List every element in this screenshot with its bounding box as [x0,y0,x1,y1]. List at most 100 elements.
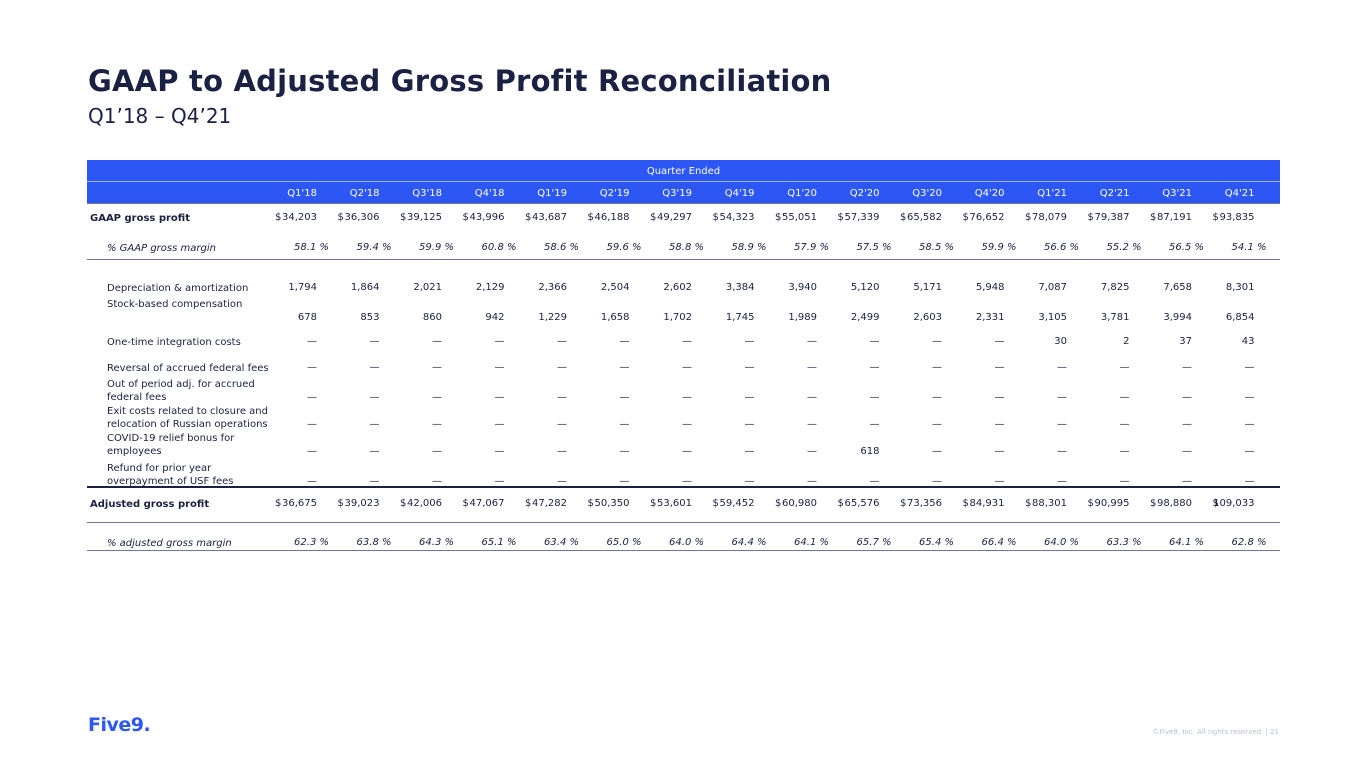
table-cell: 109,033 [1213,498,1255,509]
table-cell: — [994,392,1005,403]
table-cell: 1,658 [600,312,630,323]
table-cell: 36,306 [344,212,380,223]
table-cell: — [619,446,630,457]
table-cell: — [682,446,692,457]
table-cell: 942 [485,312,505,323]
table-cell: — [557,362,567,373]
table-cell: 7,658 [1163,282,1192,293]
table-cell: 98,880 [1157,498,1192,509]
table-cell: — [744,336,755,347]
table-cell: — [932,362,942,373]
table-header-divider [87,181,1280,182]
dollar-sign: $ [1212,212,1219,223]
table-cell: 55.2 % [1106,242,1142,253]
dollar-sign: $ [1087,212,1094,223]
table-cell: — [1119,476,1130,487]
table-cell: 1,989 [788,312,817,323]
table-cell: 78,079 [1032,212,1067,223]
table-cell: 60.8 % [481,242,517,253]
table-separator [87,486,1280,488]
dollar-sign: $ [1025,498,1032,509]
table-cell: 5,948 [975,282,1005,293]
dollar-sign: $ [712,212,719,223]
table-cell: — [432,392,442,403]
table-cell: — [557,392,567,403]
row-label: Adjusted gross profit [90,499,210,510]
table-cell: — [1119,362,1130,373]
table-cell: 39,023 [344,498,380,509]
table-cell: — [932,419,942,430]
dollar-sign: $ [1212,498,1219,509]
table-cell: — [807,362,817,373]
table-cell: 62.8 % [1231,537,1267,548]
table-cell: 1,702 [663,312,692,323]
table-cell: — [994,419,1005,430]
dollar-sign: $ [900,212,907,223]
table-cell: 64.1 % [1169,537,1204,548]
table-cell: 65,582 [907,212,942,223]
table-cell: 58.6 % [544,242,579,253]
table-separator [87,259,1280,260]
row-label: % adjusted gross margin [107,538,232,549]
quarter-header: Q1'18 [287,188,317,199]
table-cell: — [994,446,1005,457]
table-cell: — [307,392,317,403]
table-cell: — [682,476,692,487]
table-cell: 58.5 % [919,242,954,253]
table-cell: 55,051 [782,212,817,223]
table-cell: — [307,446,317,457]
row-label: Out of period adj. for accrued federal f… [107,379,255,403]
table-cell: — [1182,476,1192,487]
table-cell: 73,356 [907,498,942,509]
table-cell: — [494,392,505,403]
table-cell: 57,339 [844,212,880,223]
table-cell: 7,825 [1100,282,1130,293]
dollar-sign: $ [837,498,844,509]
dollar-sign: $ [837,212,844,223]
table-cell: — [369,419,380,430]
table-cell: 6,854 [1225,312,1255,323]
table-cell: — [682,419,692,430]
dollar-sign: $ [275,498,282,509]
row-label: Exit costs related to closure and reloca… [107,406,268,430]
table-cell: 1,229 [538,312,567,323]
table-cell: — [557,419,567,430]
row-label: Stock-based compensation [107,299,243,310]
quarter-header: Q1'19 [537,188,567,199]
table-cell: 65.4 % [919,537,954,548]
table-cell: — [682,392,692,403]
table-cell: 59.9 % [981,242,1017,253]
table-cell: 64.0 % [669,537,704,548]
table-cell: 46,188 [594,212,630,223]
quarter-header: Q4'20 [974,188,1005,199]
table-cell: — [369,336,380,347]
table-cell: — [369,362,380,373]
table-cell: 43,687 [532,212,567,223]
dollar-sign: $ [900,498,907,509]
table-cell: 87,191 [1157,212,1192,223]
table-cell: — [682,336,692,347]
table-cell: — [369,476,380,487]
dollar-sign: $ [275,212,282,223]
dollar-sign: $ [962,498,969,509]
table-cell: — [1182,392,1192,403]
table-cell: — [1119,446,1130,457]
table-cell: 678 [297,312,317,323]
table-cell: 54.1 % [1231,242,1267,253]
dollar-sign: $ [525,212,532,223]
table-cell: 5,171 [913,282,942,293]
page-title: GAAP to Adjusted Gross Profit Reconcilia… [88,64,832,98]
table-cell: 56.5 % [1169,242,1204,253]
dollar-sign: $ [962,212,969,223]
table-cell: 65.7 % [856,537,892,548]
table-cell: 64.4 % [731,537,767,548]
dollar-sign: $ [400,498,407,509]
quarter-header: Q4'19 [724,188,755,199]
table-cell: 66.4 % [981,537,1017,548]
table-cell: 88,301 [1032,498,1067,509]
table-cell: 1,745 [725,312,755,323]
table-cell: 43,996 [469,212,505,223]
table-cell: 65.0 % [606,537,642,548]
table-cell: — [744,476,755,487]
table-cell: — [994,336,1005,347]
